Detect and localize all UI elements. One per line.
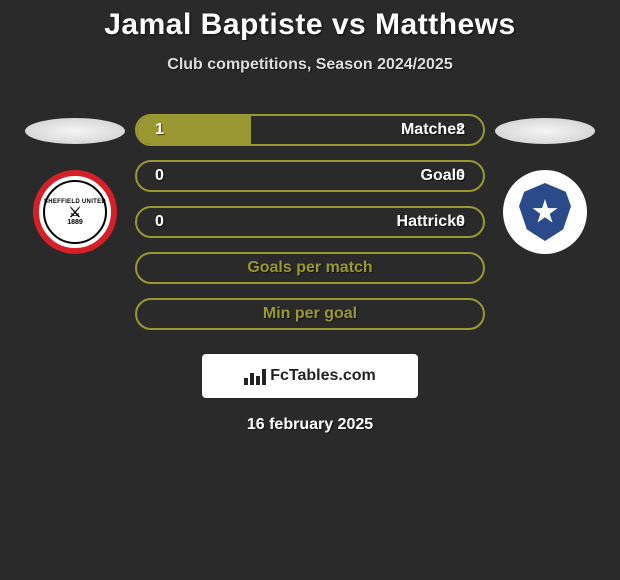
- stat-right-value: 2: [456, 121, 465, 139]
- stat-right-value: 0: [456, 167, 465, 185]
- stat-bar-goals: 0Goals0: [135, 160, 485, 192]
- stat-bar-matches: 1Matches2: [135, 114, 485, 146]
- infographic-container: Jamal Baptiste vs Matthews Club competit…: [0, 0, 620, 434]
- source-text: FcTables.com: [270, 367, 376, 385]
- main-row: SHEFFIELD UNITED ⚔ 1889 1Matches2 0Goals0…: [0, 114, 620, 330]
- left-club-badge-text: SHEFFIELD UNITED ⚔ 1889: [44, 199, 106, 226]
- right-player-silhouette: [495, 118, 595, 144]
- subtitle: Club competitions, Season 2024/2025: [167, 56, 452, 74]
- stat-bar-goals-per-match: Goals per match: [135, 252, 485, 284]
- stat-left-value: 0: [155, 167, 164, 185]
- infographic-date: 16 february 2025: [247, 416, 373, 434]
- stat-left-value: 0: [155, 213, 164, 231]
- left-player-column: SHEFFIELD UNITED ⚔ 1889: [15, 114, 135, 254]
- right-player-column: [485, 114, 605, 254]
- source-attribution: FcTables.com: [202, 354, 418, 398]
- stats-column: 1Matches20Goals00Hattricks0Goals per mat…: [135, 114, 485, 330]
- star-icon: [532, 199, 558, 225]
- stat-label: Hattricks: [397, 213, 465, 231]
- left-player-silhouette: [25, 118, 125, 144]
- swords-icon: ⚔: [44, 205, 106, 219]
- stat-right-value: 0: [456, 213, 465, 231]
- stat-bar-min-per-goal: Min per goal: [135, 298, 485, 330]
- bars-icon: [244, 367, 266, 385]
- left-club-year: 1889: [44, 219, 106, 226]
- stat-left-value: 1: [155, 121, 164, 139]
- left-club-badge: SHEFFIELD UNITED ⚔ 1889: [33, 170, 117, 254]
- shield-icon: [519, 183, 571, 241]
- stat-bar-hattricks: 0Hattricks0: [135, 206, 485, 238]
- right-club-badge: [503, 170, 587, 254]
- page-title: Jamal Baptiste vs Matthews: [104, 8, 515, 42]
